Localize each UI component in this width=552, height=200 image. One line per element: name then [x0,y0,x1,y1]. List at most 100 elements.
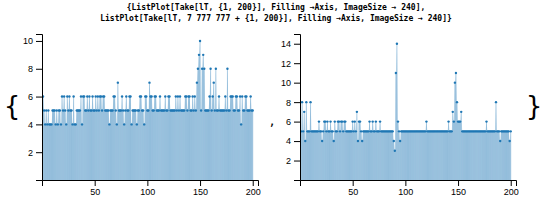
stem [51,124,52,180]
stem [45,124,46,180]
x-axis: 50100150200 [43,180,261,197]
point [326,120,328,122]
stem [126,97,127,180]
tick-label: 100 [140,187,155,197]
stem [432,131,433,180]
stem [103,97,104,180]
point [163,109,165,111]
stem [211,110,212,180]
point [425,120,427,122]
point [175,95,177,97]
point [356,111,358,113]
stem [357,141,358,180]
point [331,130,333,132]
point [208,95,210,97]
tick: 150 [193,180,208,197]
tick-mark [36,124,42,125]
tick-mark [458,180,459,186]
stem [229,110,230,180]
point [354,120,356,122]
stem [113,97,114,180]
tick-mark [294,141,300,142]
stem [425,131,426,180]
point [107,109,109,111]
tick-mark [294,102,300,103]
stem [207,110,208,180]
stem [76,110,77,180]
point [201,68,203,70]
stem [373,131,374,180]
stem [237,110,238,180]
point [43,109,45,111]
stem [487,131,488,180]
point [451,130,453,132]
stem [111,110,112,180]
point [47,109,49,111]
point [65,123,67,125]
stem [138,110,139,180]
point [223,109,225,111]
stem [394,151,395,180]
stem [346,131,347,180]
point [85,109,87,111]
stem [89,97,90,180]
stem [376,131,377,180]
stem [372,122,373,180]
tick: 50 [348,180,358,197]
point [372,120,374,122]
tick-label: 150 [451,187,466,197]
point [398,130,400,132]
stem [182,110,183,180]
stem [422,131,423,180]
point [309,101,311,103]
point [44,123,46,125]
stem [174,110,175,180]
title: ListPlot[Take[lT, 7 777 777 + {1, 200}],… [100,13,452,23]
stem [445,131,446,180]
stem [462,131,463,180]
stem [444,131,445,180]
stem [347,131,348,180]
stem [464,131,465,180]
stem [305,141,306,180]
stem [485,131,486,180]
point [338,120,340,122]
stem [374,131,375,180]
point [249,95,251,97]
point [367,130,369,132]
stem [97,97,98,180]
stem [397,122,398,180]
stem [324,122,325,180]
stem [125,110,126,180]
stem [469,131,470,180]
point [68,95,70,97]
tick-label: 50 [348,187,358,197]
point [210,109,212,111]
stem [101,97,102,180]
stem [64,97,65,180]
stem [371,131,372,180]
point [145,95,147,97]
stem [383,131,384,180]
point [59,109,61,111]
stem [230,97,231,180]
stem [400,141,401,180]
point [124,109,126,111]
stem [190,110,191,180]
point [98,109,100,111]
point [142,109,144,111]
tick-mark [294,122,300,123]
stem [311,131,312,180]
stem [310,102,311,180]
stem [316,131,317,180]
stem [216,110,217,180]
point [195,109,197,111]
point [147,109,149,111]
stem [413,131,414,180]
stem [95,97,96,180]
point [494,130,496,132]
stem [248,110,249,180]
stem [110,110,111,180]
stem [156,110,157,180]
stem [105,110,106,180]
